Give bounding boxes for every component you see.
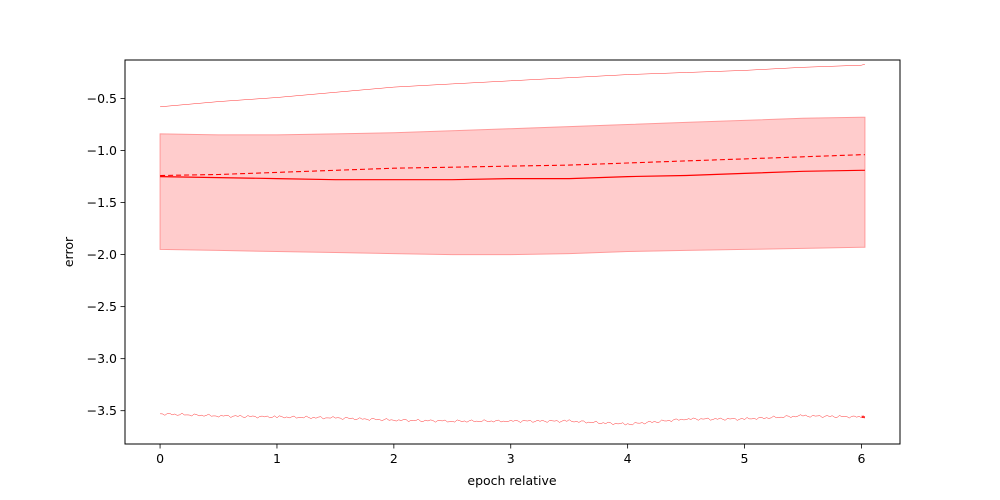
y-tick-label: −2.0 (87, 247, 117, 262)
y-axis-label: error (61, 236, 76, 267)
x-tick-label: 1 (273, 451, 281, 466)
x-tick-label: 3 (507, 451, 515, 466)
y-tick-label: −3.0 (87, 351, 117, 366)
band-layer (159, 116, 866, 256)
x-tick-label: 2 (390, 451, 398, 466)
y-tick-label: −0.5 (87, 91, 117, 106)
x-tick-label: 0 (156, 451, 164, 466)
plot-area-frame (124, 59, 901, 445)
y-axis: −3.5 −3.0 −2.5 −2.0 −1.5 −1.0 −0.5 (87, 91, 125, 418)
x-tick-label: 6 (857, 451, 865, 466)
series-line-mean (160, 169, 865, 181)
series-line-trend (160, 154, 865, 177)
lines-layer (160, 63, 866, 426)
y-tick-label: −1.5 (87, 195, 117, 210)
x-tick-label: 4 (624, 451, 632, 466)
y-tick-label: −1.0 (87, 143, 117, 158)
x-axis-label: epoch relative (467, 473, 557, 488)
series-line-min (160, 412, 866, 426)
series-line-max (160, 63, 865, 108)
y-tick-label: −3.5 (87, 403, 117, 418)
y-tick-label: −2.5 (87, 299, 117, 314)
std-band-area (159, 116, 866, 256)
x-axis: 0 1 2 3 4 5 6 (156, 444, 865, 466)
x-tick-label: 5 (741, 451, 749, 466)
